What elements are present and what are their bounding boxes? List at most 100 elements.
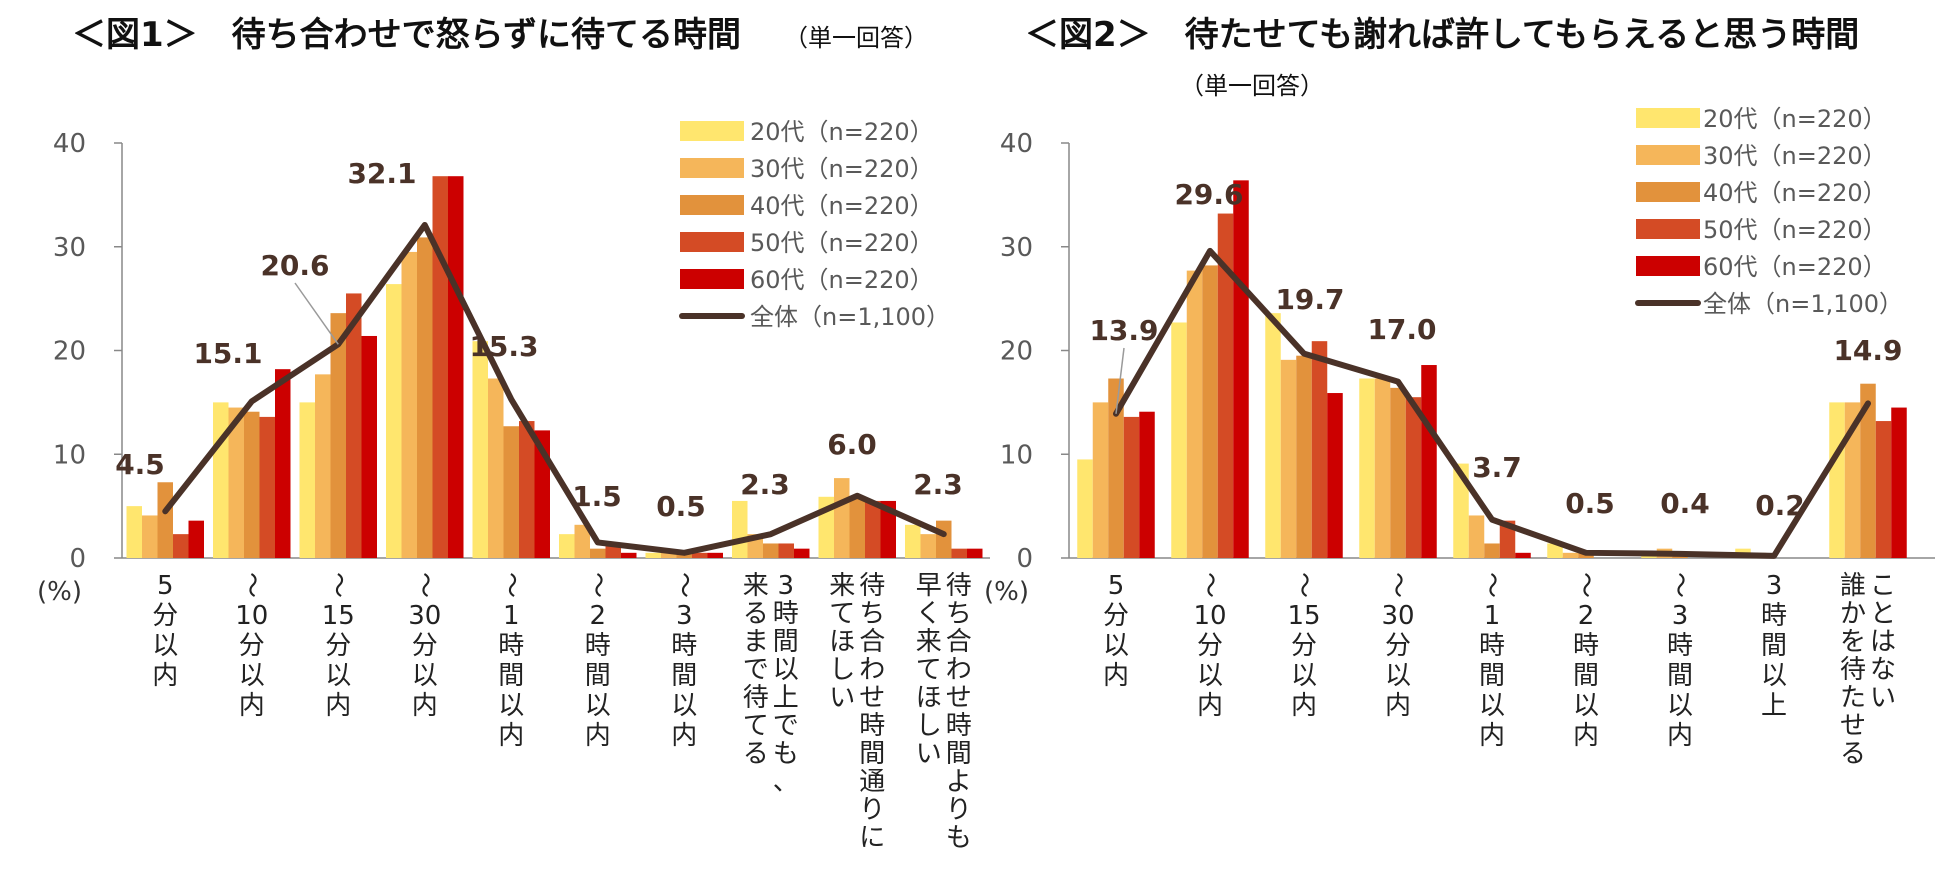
- total-value-label: 17.0: [1367, 313, 1436, 346]
- category-label-char: を: [1840, 627, 1866, 657]
- category-label-char: 分: [1197, 631, 1223, 661]
- category-label-char: 内: [412, 691, 438, 721]
- category-label-char: な: [1870, 655, 1896, 685]
- total-value-label: 2.3: [913, 468, 963, 501]
- category-label-char: で: [743, 655, 769, 685]
- bar-40s: [590, 548, 606, 558]
- leader-line: [294, 282, 339, 345]
- bar-50s: [519, 421, 535, 558]
- category-label-char: 間: [1761, 631, 1787, 661]
- bar-40s: [503, 426, 519, 558]
- category-label-char: 〜: [582, 572, 612, 598]
- bar-30s: [228, 407, 244, 558]
- category-label-char: 合: [946, 627, 972, 657]
- bar-30s: [661, 552, 677, 558]
- total-value-label: 32.1: [347, 157, 416, 190]
- category-label-char: わ: [859, 655, 885, 685]
- bar-40s: [157, 482, 173, 558]
- category-label-char: る: [743, 599, 769, 629]
- category-label-char: 内: [671, 721, 697, 751]
- bar-60s: [275, 369, 291, 558]
- category-label-char: 〜: [1288, 572, 1318, 598]
- category-label-char: 以: [1761, 661, 1787, 691]
- category-label-char: 以: [412, 661, 438, 691]
- bar-60s: [707, 552, 723, 558]
- y-tick-label: 0: [1016, 544, 1033, 574]
- category-label-char: こ: [1870, 571, 1896, 601]
- category-label-char: 内: [1291, 691, 1317, 721]
- category-label-char: わ: [946, 655, 972, 685]
- bar-20s: [1453, 463, 1469, 558]
- legend-label: 20代（n=220）: [1703, 105, 1887, 133]
- total-value-label: 20.6: [260, 249, 329, 282]
- category-label-char: 10: [235, 601, 268, 631]
- category-label-char: 時: [671, 631, 697, 661]
- category-label-char: 待: [1840, 655, 1866, 685]
- category-label-char: 15: [322, 601, 355, 631]
- chart-2: ＜図2＞ 待たせても謝れば許してもらえると思う時間 （単一回答） 0 10 20 30 40…: [984, 15, 1935, 769]
- category-label-char: 以: [152, 631, 178, 661]
- legend-swatch-60s: [680, 269, 744, 289]
- bar-20s: [213, 402, 229, 558]
- bar-60s: [188, 520, 204, 558]
- bar-30s: [1092, 402, 1109, 558]
- bar-20s: [126, 506, 142, 558]
- total-value-label: 0.5: [656, 490, 706, 523]
- bar-30s: [315, 374, 331, 558]
- category-label-char: 、: [773, 767, 799, 797]
- legend-label: 40代（n=220）: [1703, 179, 1887, 207]
- y-tick-label: 30: [1000, 233, 1033, 263]
- bar-40s: [1860, 383, 1876, 558]
- bar-50s: [346, 293, 362, 558]
- legend-swatch-30s: [1636, 145, 1700, 165]
- category-label-char: に: [859, 823, 885, 853]
- category-label-char: 〜: [1664, 572, 1694, 598]
- chart-title: ＜図2＞ 待たせても謝れば許してもらえると思う時間: [1025, 15, 1859, 55]
- category-label-char: 10: [1193, 601, 1226, 631]
- bar-30s: [1468, 515, 1485, 558]
- category-label-char: し: [829, 655, 855, 685]
- category-label-char: 間: [498, 661, 524, 691]
- category-label-char: 間: [773, 627, 799, 657]
- total-value-label: 0.2: [1755, 489, 1805, 522]
- bar-20s: [905, 524, 921, 558]
- bar-20s: [559, 534, 575, 558]
- bar-40s: [849, 496, 865, 558]
- total-value-label: 4.5: [115, 448, 165, 481]
- legend-label: 全体（n=1,100）: [1703, 290, 1903, 318]
- category-label-char: か: [1840, 599, 1866, 629]
- bar-30s: [142, 515, 158, 558]
- bar-60s: [1233, 180, 1249, 558]
- total-value-label: 15.3: [469, 330, 538, 363]
- category-label-char: 時: [1573, 631, 1599, 661]
- bar-20s: [645, 552, 661, 558]
- bar-30s: [920, 534, 936, 558]
- category-label-char: は: [1870, 627, 1896, 657]
- y-tick-label: 0: [69, 544, 86, 574]
- category-label-char: 間: [671, 661, 697, 691]
- category-label-char: 時: [1479, 631, 1505, 661]
- category-label-char: 以: [1197, 661, 1223, 691]
- category-label-char: ほ: [829, 627, 855, 657]
- category-label-char: 5: [1108, 571, 1125, 601]
- bar-40s: [417, 237, 433, 558]
- bar-40s: [1484, 543, 1500, 558]
- legend-label: 60代（n=220）: [1703, 253, 1887, 281]
- legend-swatch-50s: [1636, 219, 1700, 239]
- bar-30s: [574, 524, 590, 558]
- bar-20s: [1077, 459, 1093, 558]
- category-label-char: 間: [946, 739, 972, 769]
- category-label-char: 分: [325, 631, 351, 661]
- legend-swatch-20s: [1636, 108, 1700, 128]
- category-label-char: 内: [1385, 691, 1411, 721]
- category-label-char: 〜: [495, 572, 525, 598]
- bar-50s: [1405, 397, 1422, 558]
- leader-line: [1115, 347, 1125, 414]
- bar-50s: [1499, 520, 1516, 558]
- total-line: [1113, 247, 1871, 559]
- category-label-char: い: [916, 739, 942, 769]
- bar-40s: [1202, 265, 1218, 558]
- category-label-char: 時: [585, 631, 611, 661]
